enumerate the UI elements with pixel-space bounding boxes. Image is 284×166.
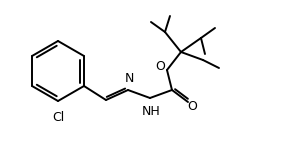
Text: O: O bbox=[155, 59, 165, 73]
Text: Cl: Cl bbox=[52, 111, 64, 124]
Text: N: N bbox=[124, 72, 134, 85]
Text: NH: NH bbox=[142, 105, 160, 118]
Text: O: O bbox=[187, 99, 197, 113]
